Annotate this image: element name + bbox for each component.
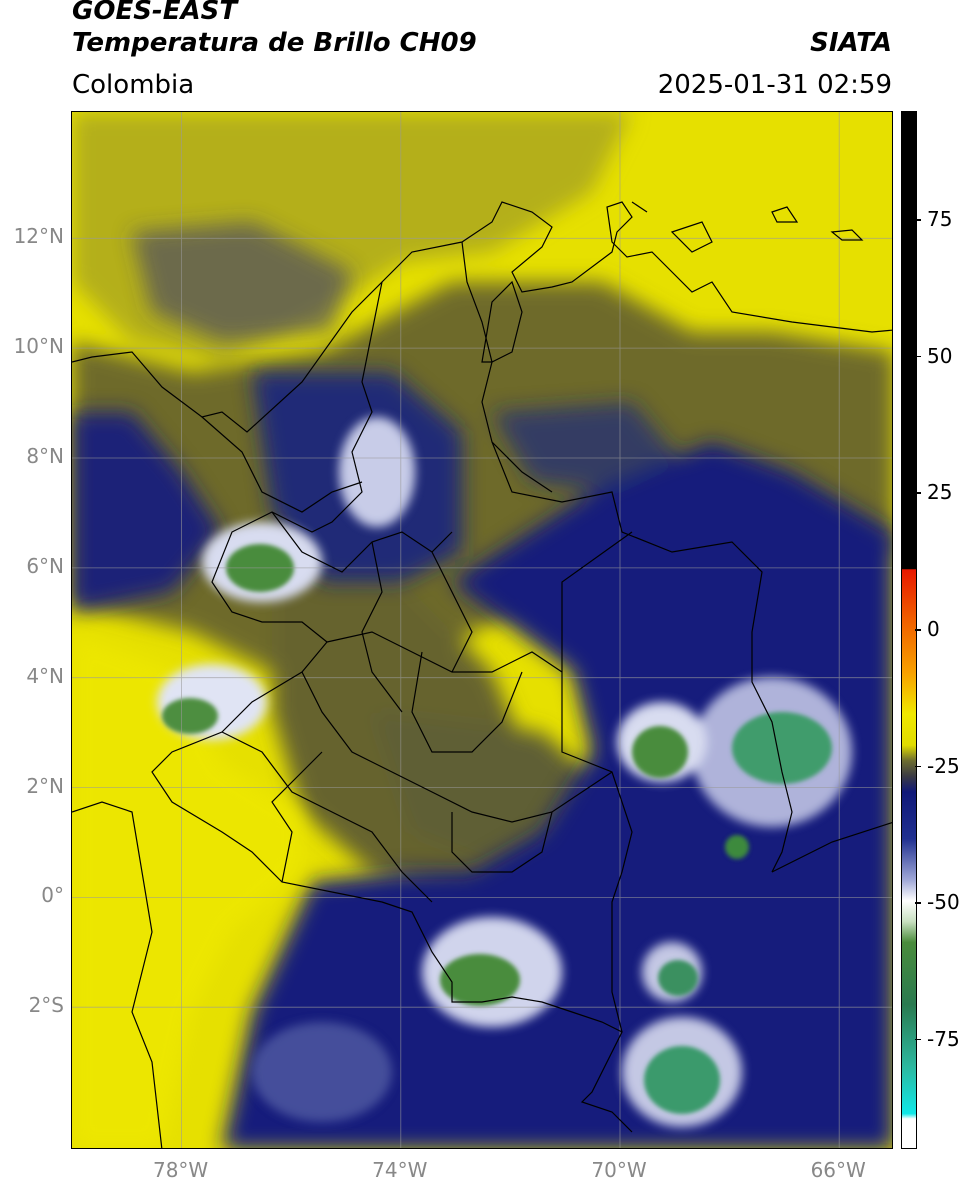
region-label: Colombia bbox=[72, 70, 195, 100]
borders bbox=[72, 201, 892, 1148]
colorbar-tick-label: 25 bbox=[914, 480, 953, 505]
colorbar-tick-text: 50 bbox=[927, 343, 953, 368]
colorbar-tick-text: -50 bbox=[927, 890, 960, 915]
colorbar-tick-label: 50 bbox=[914, 343, 953, 368]
colorbar-tick-text: 25 bbox=[927, 480, 953, 505]
lon-tick-label: 74°W bbox=[372, 1158, 428, 1182]
lon-tick-label: 66°W bbox=[810, 1158, 866, 1182]
colorbar-gradient bbox=[902, 112, 916, 1148]
lat-tick-label: 2°N bbox=[26, 773, 64, 798]
lat-tick-label: 8°N bbox=[26, 444, 64, 468]
colorbar-tick-label: 0 bbox=[915, 617, 940, 641]
colorbar-tick-label: -25 bbox=[915, 753, 960, 778]
product-title: Temperatura de Brillo CH09 bbox=[72, 28, 477, 58]
lat-tick-label: 0° bbox=[41, 883, 64, 908]
lat-tick-label: 4°N bbox=[26, 663, 64, 688]
colorbar-tick-text: 0 bbox=[927, 617, 940, 641]
colorbar-tick-label: -50 bbox=[915, 890, 960, 915]
map-svg bbox=[72, 112, 892, 1148]
lon-tick-label: 70°W bbox=[591, 1158, 647, 1182]
agency-label: SIATA bbox=[810, 28, 892, 58]
lon-tick-label: 78°W bbox=[152, 1158, 209, 1182]
colorbar-tick-label: 75 bbox=[914, 207, 953, 232]
datetime-label: 2025-01-31 02:59 bbox=[657, 70, 892, 100]
colorbar-tick-label: -75 bbox=[915, 1026, 960, 1051]
lat-tick-label: 2°S bbox=[28, 993, 64, 1018]
colorbar-tick-text: 75 bbox=[927, 207, 953, 232]
graticule bbox=[72, 112, 892, 1148]
colorbar-svg bbox=[902, 112, 916, 1148]
satellite-map[interactable] bbox=[71, 111, 893, 1149]
lat-tick-label: 12°N bbox=[13, 224, 64, 249]
convective-cores bbox=[162, 544, 832, 1114]
lat-tick-label: 10°N bbox=[13, 334, 64, 359]
satellite-title: GOES-EAST bbox=[72, 0, 238, 26]
cold-cloud-zones bbox=[72, 222, 892, 1148]
pacific-warm-zone bbox=[72, 632, 302, 1148]
colorbar-tick-text: -75 bbox=[927, 1026, 960, 1051]
colorbar-tick-text: -25 bbox=[927, 753, 960, 778]
lat-tick-label: 6°N bbox=[26, 553, 64, 578]
